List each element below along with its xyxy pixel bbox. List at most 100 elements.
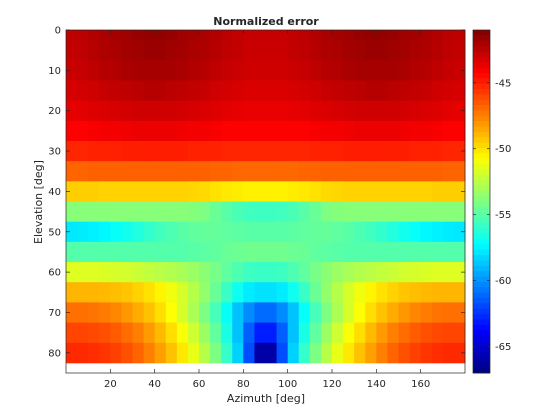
colorbar-segment [473,335,490,342]
x-tick-label: 160 [411,379,430,390]
heat-cell [232,100,244,122]
heat-cell [110,262,122,283]
heat-cell [298,241,311,263]
heat-cell [154,181,167,202]
heat-cell [143,201,156,223]
heat-cell [210,30,222,41]
heat-cell [154,60,167,81]
heat-cell [354,282,366,303]
heat-cell [121,322,133,344]
heat-cell [265,241,277,263]
heat-cell [165,120,178,142]
heat-cell [453,241,466,263]
heat-cell [143,80,156,102]
heat-cell [121,201,133,223]
heat-cell [376,342,388,364]
heat-cell [309,282,322,303]
heat-cell [298,30,311,41]
heat-cell [298,60,311,81]
heat-cell [376,282,388,303]
heat-cell [210,80,222,102]
heat-cell [320,282,333,303]
heat-cell [276,140,289,162]
heat-cell [132,100,144,122]
heat-cell [88,40,100,61]
heat-cell [99,302,111,323]
heat-cell [332,302,344,323]
heat-cell [343,201,355,223]
heat-cell [409,201,422,223]
colorbar-segment [473,244,490,251]
heat-cell [210,100,222,122]
heat-cell [154,322,167,344]
heat-cell [387,262,399,283]
colorbar-segment [473,297,490,304]
y-tick-label: 60 [48,268,61,279]
heat-cell [143,262,156,283]
heat-cell [343,262,355,283]
heat-cell [77,140,89,162]
heat-cell [332,221,344,243]
heat-cell [398,262,410,283]
heat-cell [354,241,366,263]
heat-cell [210,241,222,263]
heat-cell [99,161,111,182]
colorbar-segment [473,174,490,181]
colorbar-tick-label: -60 [495,276,511,287]
heat-cell [232,342,244,364]
heat-cell [276,342,289,364]
heat-cell [265,100,277,122]
heat-cell [298,322,311,344]
heat-cell [254,201,266,223]
heat-cell [77,100,89,122]
x-tick-label: 60 [193,379,206,390]
heat-cell [409,100,422,122]
heat-cell [298,120,311,142]
heat-cell [442,100,455,122]
heat-cell [343,40,355,61]
heat-cell [121,181,133,202]
heat-cell [431,100,444,122]
heat-cell [77,241,89,263]
heat-cell [143,40,156,61]
heat-cell [66,30,78,41]
heat-cell [442,322,455,344]
heat-cell [132,60,144,81]
heat-cell [431,80,444,102]
heat-cell [99,282,111,303]
heat-cell [354,322,366,344]
heat-cell [66,120,78,142]
heat-cell [132,342,144,364]
heat-cell [387,120,399,142]
heat-cell [431,161,444,182]
heat-cell [77,161,89,182]
heat-cell [365,302,377,323]
heat-cell [320,80,333,102]
heat-cell [309,302,322,323]
heat-cell [409,120,422,142]
heat-cell [176,161,189,182]
heat-cell [77,80,89,102]
heat-cell [110,201,122,223]
y-tick-label: 80 [48,348,61,359]
heat-cell [276,181,289,202]
heat-cell [221,120,233,142]
x-axis-label: Azimuth [deg] [227,392,305,405]
heat-cell [232,282,244,303]
y-axis: 0 10 20 30 40 50 60 70 80 [48,26,465,359]
colorbar-segment [473,362,490,369]
heat-cell [143,302,156,323]
heat-cell [165,161,178,182]
heat-cell [265,140,277,162]
heat-cell [187,30,200,41]
heat-cell [88,80,100,102]
heat-cell [77,30,89,41]
heat-cell [343,100,355,122]
heat-cell [376,60,388,81]
heat-cell [309,140,322,162]
heat-cell [354,60,366,81]
heat-cell [287,80,300,102]
heat-cell [143,342,156,364]
heat-cell [199,302,211,323]
